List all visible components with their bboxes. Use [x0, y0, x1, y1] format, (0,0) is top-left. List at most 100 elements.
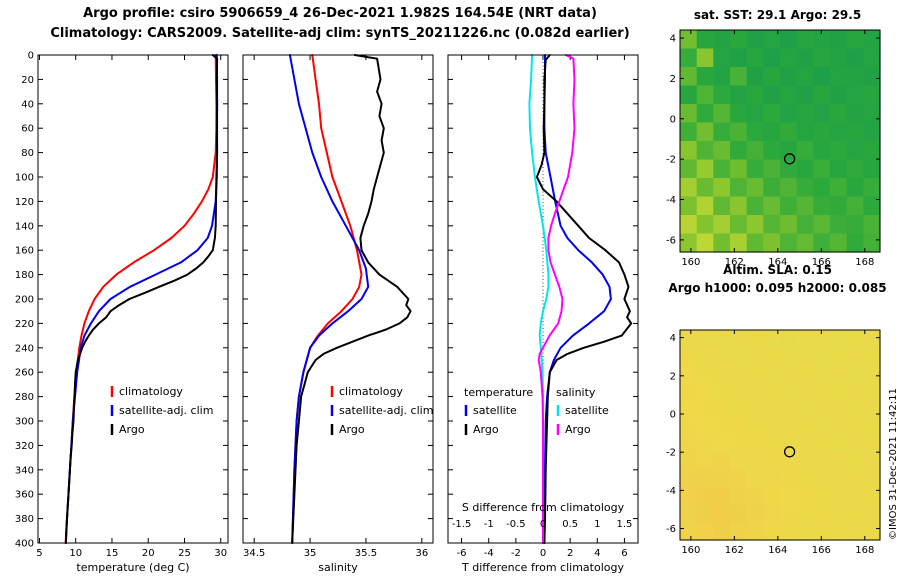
map-sst-map: 160 162 164 166 168 4 2 0 -2 -4 -6	[666, 29, 881, 268]
x-axis-label: temperature (deg C)	[76, 561, 189, 574]
y-tick-label: 360	[15, 490, 34, 501]
x-tick-label: 162	[725, 545, 744, 556]
x-axis-label: T difference from climatology	[461, 561, 624, 574]
y-tick-label: -2	[666, 155, 676, 166]
y-tick-label: -4	[666, 195, 676, 206]
y-tick-label: 100	[15, 173, 34, 184]
x-tick-label: 0	[540, 548, 546, 559]
series-t-argo	[535, 54, 633, 544]
y-tick-label: -6	[666, 524, 676, 535]
y-tick-label: 4	[670, 34, 676, 45]
series-climatology	[291, 54, 363, 544]
y-tick-label: 0	[28, 51, 34, 62]
legend-label: Argo	[119, 423, 145, 436]
figure-title-line1: Argo profile: csiro 5906659_4 26-Dec-202…	[83, 6, 597, 21]
y-tick-label: 200	[15, 295, 34, 306]
series-climatology	[64, 54, 218, 544]
y-tick-label: 240	[15, 343, 34, 354]
x-tick-label: -4	[484, 548, 494, 559]
x-tick-label: 34.5	[243, 548, 265, 559]
legend-header: salinity	[556, 386, 596, 399]
y-tick-label: 80	[21, 148, 34, 159]
s-tick-label: 1.5	[616, 519, 632, 530]
y-tick-label: 40	[21, 99, 34, 110]
x-tick-label: -6	[457, 548, 467, 559]
y-tick-label: 280	[15, 392, 34, 403]
panel-frame	[37, 54, 229, 544]
x-tick-label: 164	[768, 257, 787, 268]
x-tick-label: 30	[214, 548, 227, 559]
y-tick-label: 220	[15, 319, 34, 330]
x-tick-label: 35.5	[355, 548, 377, 559]
y-tick-label: -2	[666, 448, 676, 459]
x-tick-label: 20	[142, 548, 155, 559]
legend-label: satellite	[473, 404, 517, 417]
legend-label: climatology	[119, 385, 183, 398]
x-tick-label: 25	[178, 548, 191, 559]
map-frame	[679, 329, 881, 541]
y-tick-label: 160	[15, 246, 34, 257]
y-tick-label: 2	[670, 74, 676, 85]
legend-label: Argo	[473, 423, 499, 436]
legend-label: satellite-adj. clim	[119, 404, 213, 417]
y-tick-label: 0	[670, 114, 676, 125]
y-tick-label: 400	[15, 539, 34, 550]
x-tick-label: 166	[812, 257, 831, 268]
y-tick-label: 0	[670, 410, 676, 421]
panel-temperature-profile: 0 20 40 60 80 100 120 140 160 180 200 220 240 260 280 3…	[15, 51, 229, 574]
y-tick-label: 4	[670, 333, 676, 344]
s-tick-label: 0.5	[562, 519, 578, 530]
legend-label: satellite	[565, 404, 609, 417]
legend-header: temperature	[464, 386, 533, 399]
s-tick-label: 0	[540, 519, 546, 530]
float-position-marker	[783, 153, 796, 165]
x-tick-label: 160	[681, 545, 700, 556]
sla-map-subtitle: Argo h1000: 0.095 h2000: 0.085	[668, 281, 887, 295]
y-tick-label: 60	[21, 124, 34, 135]
y-tick-label: 20	[21, 75, 34, 86]
x-tick-label: 5	[36, 548, 42, 559]
y-tick-label: 180	[15, 270, 34, 281]
y-tick-label: 140	[15, 221, 34, 232]
y-tick-label: 260	[15, 368, 34, 379]
x-tick-label: 168	[855, 257, 874, 268]
x-tick-label: 166	[812, 545, 831, 556]
series-satellite-adj-clim	[64, 54, 219, 544]
y-tick-label: -4	[666, 486, 676, 497]
figure-title-line2: Climatology: CARS2009. Satellite-adj cli…	[50, 26, 630, 41]
x-tick-label: 35	[304, 548, 317, 559]
y-tick-label: 2	[670, 371, 676, 382]
x-tick-label: 4	[594, 548, 600, 559]
legend-label: Argo	[339, 423, 365, 436]
s-tick-label: -1.5	[452, 519, 472, 530]
panel-frame	[447, 54, 639, 544]
legend-label: satellite-adj. clim	[339, 404, 433, 417]
x-tick-label: 164	[768, 545, 787, 556]
y-tick-label: 320	[15, 441, 34, 452]
x-tick-label: 6	[621, 548, 627, 559]
s-axis-label: S difference from climatology	[462, 501, 625, 514]
x-tick-label: -2	[511, 548, 521, 559]
sst-map-title: sat. SST: 29.1 Argo: 29.5	[693, 8, 862, 22]
series-s-satellite	[528, 54, 550, 544]
y-tick-label: 300	[15, 417, 34, 428]
y-tick-label: 340	[15, 465, 34, 476]
panel-frame	[242, 54, 434, 544]
y-tick-label: -6	[666, 235, 676, 246]
x-tick-label: 36	[415, 548, 428, 559]
x-axis-label: salinity	[318, 561, 358, 574]
x-tick-label: 2	[567, 548, 573, 559]
series-argo	[291, 54, 412, 544]
x-tick-label: 168	[855, 545, 874, 556]
x-tick-label: 160	[681, 257, 700, 268]
series-t-satellite	[543, 54, 612, 544]
legend-label: Argo	[565, 423, 591, 436]
s-tick-label: -0.5	[506, 519, 526, 530]
float-position-marker	[783, 446, 796, 458]
s-tick-label: 1	[594, 519, 600, 530]
series-satellite-adj-clim	[288, 54, 370, 544]
x-tick-label: 15	[106, 548, 119, 559]
s-tick-label: -1	[484, 519, 494, 530]
